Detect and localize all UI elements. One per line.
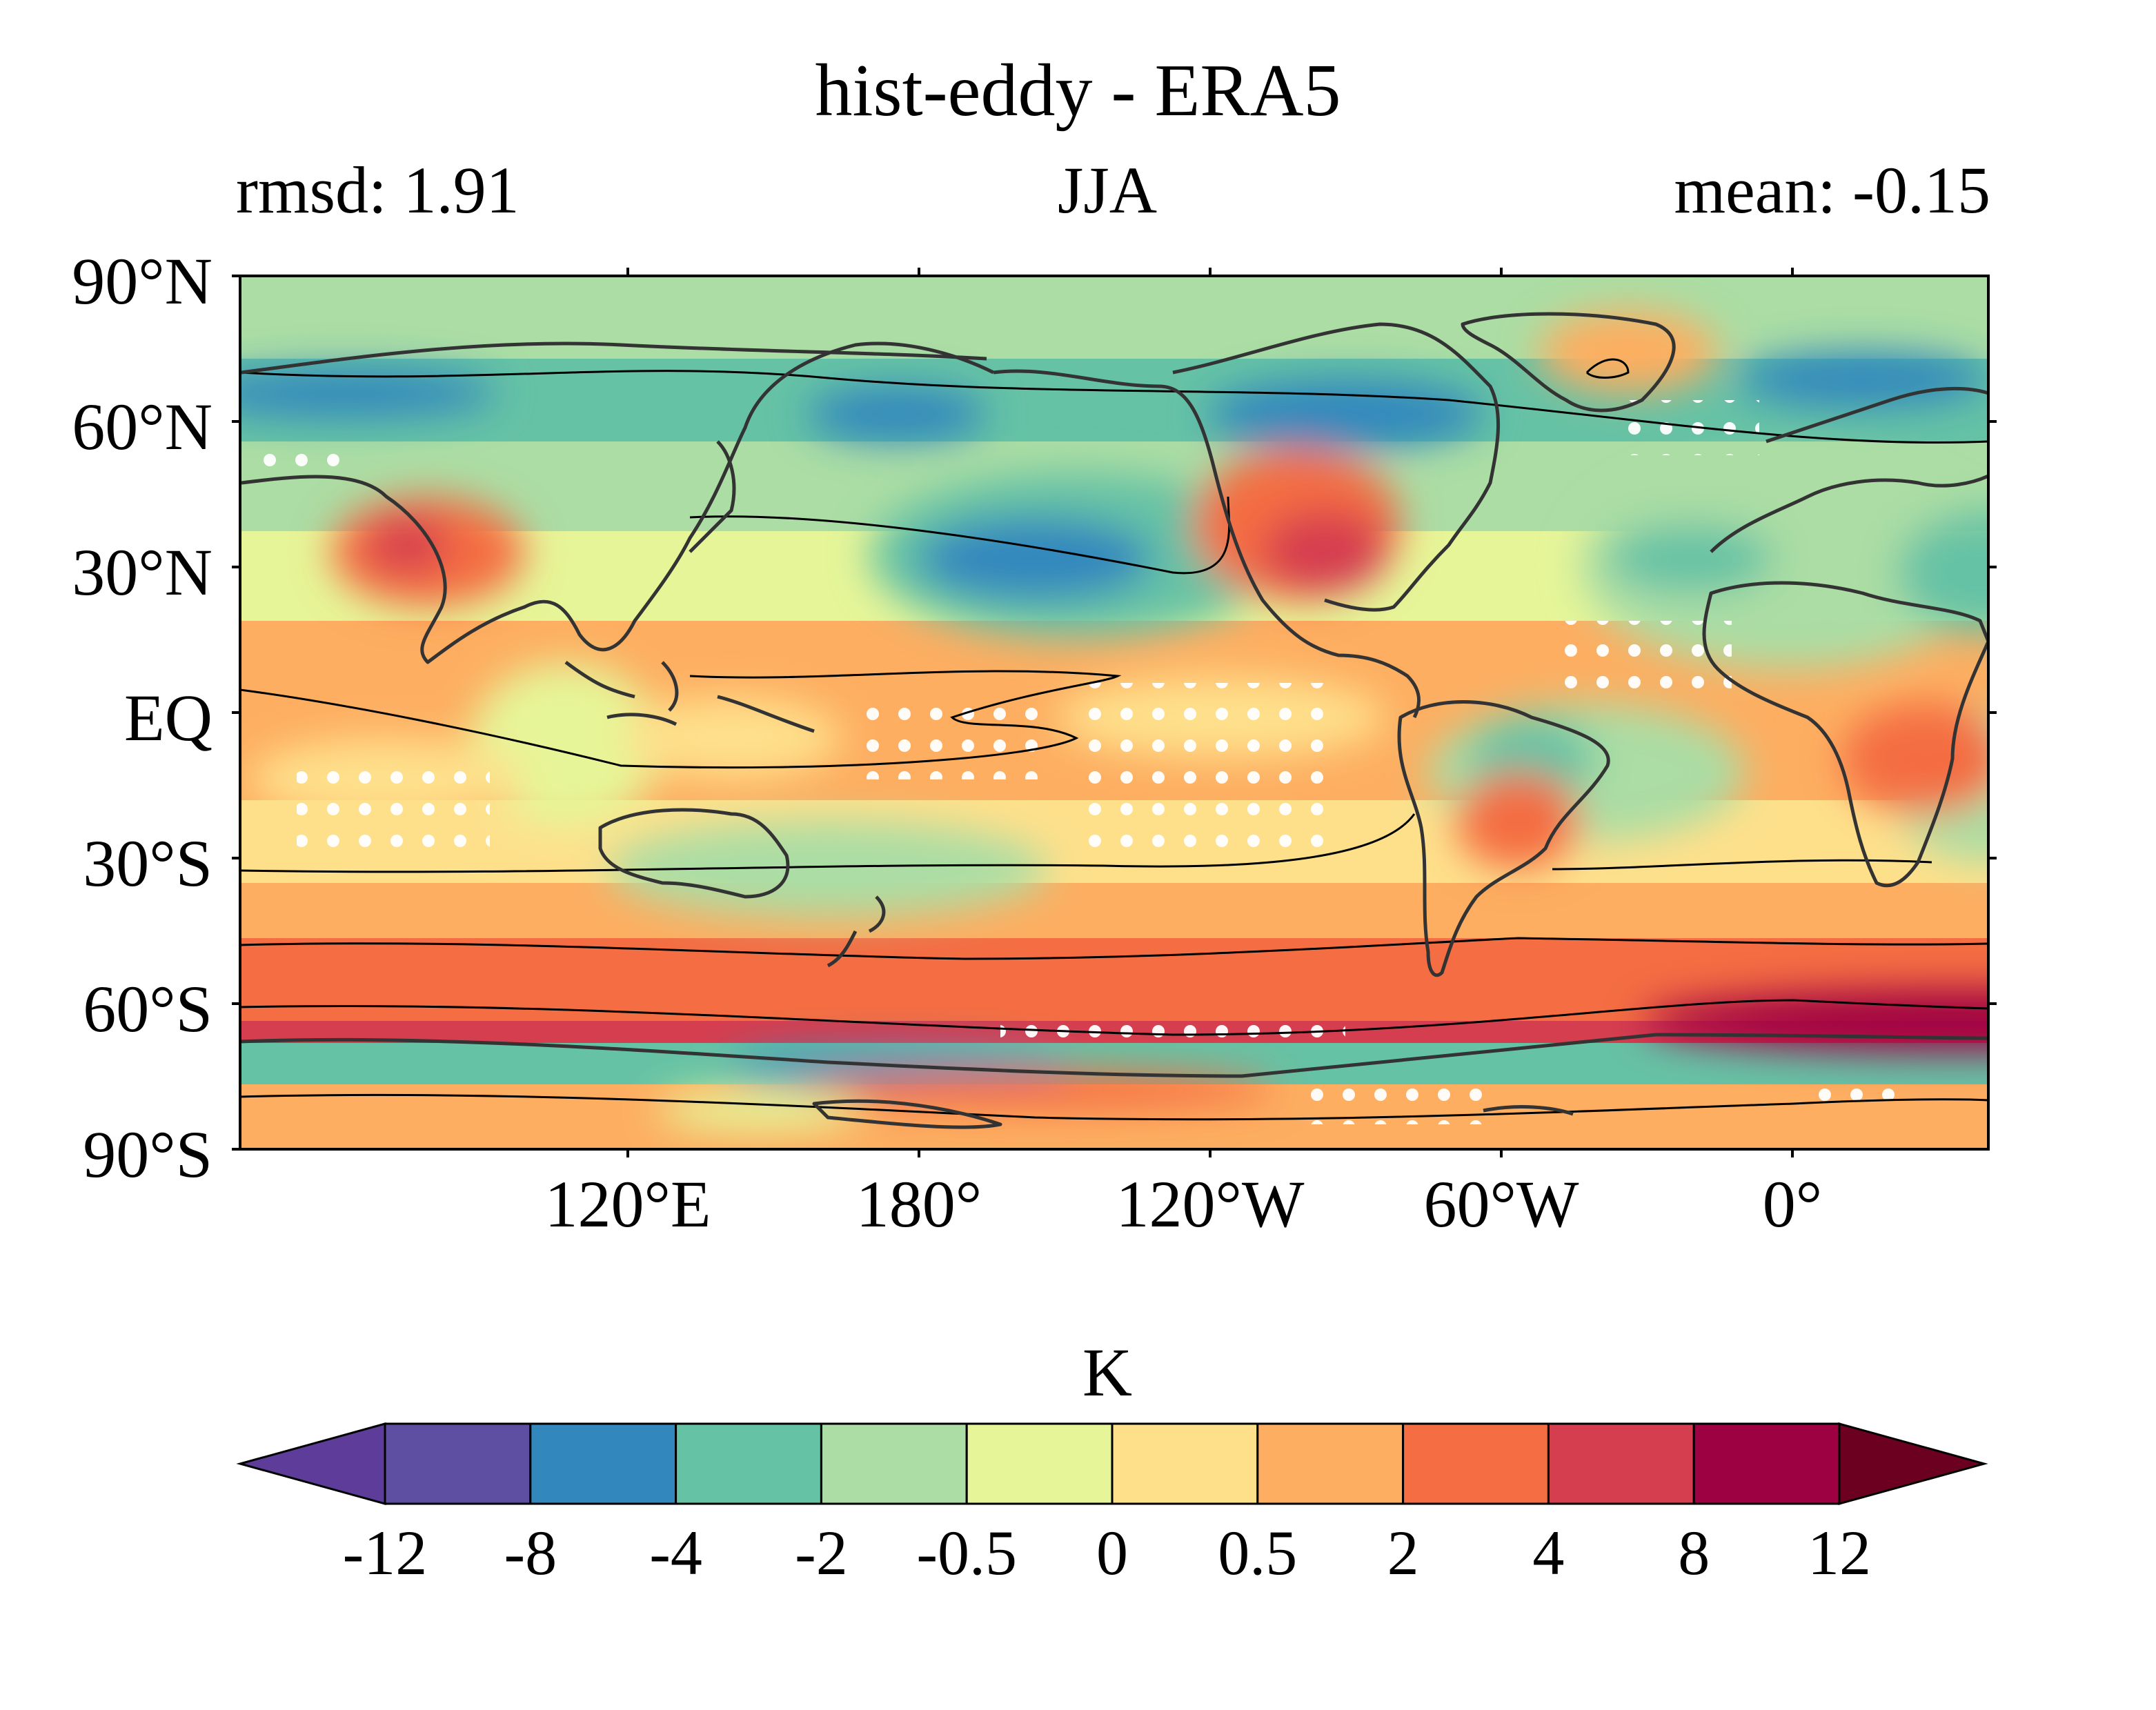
lat-label-90s: 90°S — [83, 1117, 212, 1191]
colorbar-segment — [965, 1422, 1114, 1505]
colorbar-segment — [384, 1422, 532, 1505]
colorbar-tick-label: 0 — [1096, 1518, 1128, 1588]
colorbar-tick-label: -8 — [504, 1518, 557, 1588]
lon-label-120w: 120°W — [1116, 1167, 1305, 1241]
colorbar-tick-label: -2 — [795, 1518, 848, 1588]
mean-label: mean: -0.15 — [1674, 153, 1990, 227]
colorbar-tick-label: -0.5 — [916, 1518, 1017, 1588]
colorbar-tick-label: 12 — [1808, 1518, 1871, 1588]
colorbar-tick-label: -12 — [342, 1518, 428, 1588]
colorbar-segment — [1547, 1422, 1695, 1505]
colorbar-segment — [529, 1422, 678, 1505]
colorbar-tick-label: -4 — [649, 1518, 702, 1588]
colorbar — [236, 1422, 1988, 1505]
colorbar-segment — [675, 1422, 822, 1505]
colorbar-segment — [1692, 1422, 1841, 1505]
rmsd-label: rmsd: 1.91 — [236, 153, 520, 227]
colorbar-unit-label: K — [1082, 1334, 1133, 1411]
colorbar-tick-label: 0.5 — [1218, 1518, 1298, 1588]
lat-label-30s: 30°S — [83, 826, 212, 900]
colorbar-segment — [820, 1422, 968, 1505]
lon-label-60w: 60°W — [1423, 1167, 1579, 1241]
colorbar-extension-max — [1838, 1422, 1988, 1505]
lat-label-60s: 60°S — [83, 972, 212, 1046]
colorbar-tick-label: 4 — [1532, 1518, 1565, 1588]
temperature-difference-field — [240, 276, 1988, 1149]
lat-label-30n: 30°N — [72, 535, 212, 609]
longitude-ticks — [626, 268, 1794, 1157]
colorbar-segment — [1256, 1422, 1405, 1505]
contour-lines — [240, 358, 1988, 1121]
colorbar-extension-min — [236, 1422, 386, 1505]
colorbar-tick-label: 8 — [1678, 1518, 1710, 1588]
lat-label-60n: 60°N — [72, 390, 212, 464]
season-label: JJA — [1057, 153, 1158, 227]
stippling-dots — [255, 400, 1911, 1124]
latitude-ticks — [232, 275, 1997, 1151]
lon-label-180: 180° — [856, 1167, 982, 1241]
lat-label-eq: EQ — [124, 681, 212, 755]
lon-label-120e: 120°E — [544, 1167, 711, 1241]
colorbar-tick-label: 2 — [1387, 1518, 1419, 1588]
colorbar-segment — [1111, 1422, 1259, 1505]
colorbar-segment — [1402, 1422, 1550, 1505]
lon-label-0: 0° — [1762, 1167, 1823, 1241]
map-title: hist-eddy - ERA5 — [815, 50, 1341, 132]
coastlines — [240, 312, 1988, 1129]
lat-label-90n: 90°N — [72, 244, 212, 318]
